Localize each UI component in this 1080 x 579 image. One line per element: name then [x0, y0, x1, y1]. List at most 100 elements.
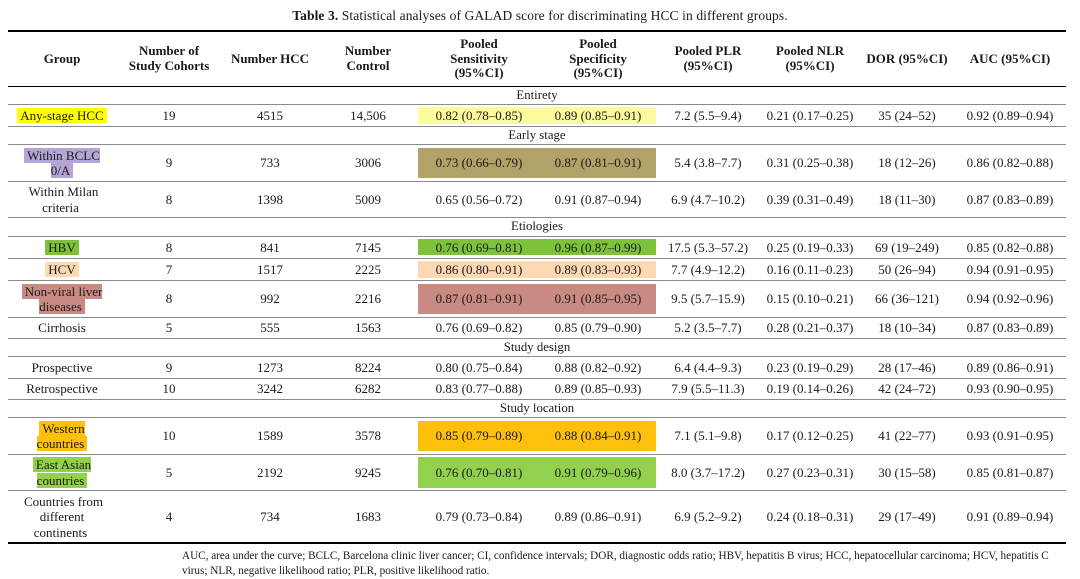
dor-cell: 69 (19–249)	[860, 236, 954, 259]
plr-cell: 7.7 (4.9–12.2)	[656, 258, 760, 282]
group-label: HCV	[45, 261, 79, 277]
col-header-number-hcc: Number HCC	[222, 31, 318, 87]
study-cohorts-cell: 9	[116, 356, 222, 379]
study-cohorts-cell: 10	[116, 417, 222, 455]
sensitivity-cell: 0.85 (0.79–0.89)	[418, 417, 540, 455]
plr-cell: 6.9 (4.7–10.2)	[656, 181, 760, 219]
control-count-cell: 1563	[318, 317, 418, 340]
nlr-cell: 0.15 (0.10–0.21)	[760, 280, 860, 318]
table-row: HCV 7 1517 2225 0.86 (0.80–0.91) 0.89 (0.83–0…	[8, 258, 1066, 282]
group-label: Within BCLC 0/A	[24, 147, 100, 178]
hcc-count-cell: 4515	[222, 104, 318, 128]
specificity-cell: 0.91 (0.87–0.94)	[540, 181, 656, 219]
stats-table-container: Group Number of Study Cohorts Number HCC…	[8, 30, 1066, 545]
study-cohorts-cell: 5	[116, 454, 222, 492]
hcc-count-cell: 733	[222, 144, 318, 182]
dor-cell: 35 (24–52)	[860, 104, 954, 128]
dor-cell: 50 (26–94)	[860, 258, 954, 282]
col-header-auc: AUC (95%CI)	[954, 31, 1066, 87]
study-cohorts-cell: 5	[116, 317, 222, 340]
specificity-cell: 0.89 (0.83–0.93)	[540, 258, 656, 282]
study-cohorts-cell: 4	[116, 490, 222, 544]
group-label: Prospective	[31, 359, 93, 375]
auc-cell: 0.93 (0.90–0.95)	[954, 378, 1066, 400]
group-cell: Any-stage HCC	[8, 104, 116, 128]
table-body: Entirety Any-stage HCC 19 4515 14,506 0.82 (0…	[8, 86, 1066, 544]
plr-cell: 7.2 (5.5–9.4)	[656, 104, 760, 128]
table-row: East Asian countries 5 2192 9245 0.76 (0.70–…	[8, 454, 1066, 492]
group-cell: Countries from different continents	[8, 490, 116, 544]
table-row: Western countries 10 1589 3578 0.85 (0.79–0.…	[8, 417, 1066, 455]
table-row: Countries from different continents 4 734 1…	[8, 490, 1066, 544]
hcc-count-cell: 1273	[222, 356, 318, 379]
sensitivity-cell: 0.80 (0.75–0.84)	[418, 356, 540, 379]
plr-cell: 7.1 (5.1–9.8)	[656, 417, 760, 455]
auc-cell: 0.91 (0.89–0.94)	[954, 490, 1066, 544]
section-header: Study design	[8, 338, 1066, 358]
study-cohorts-cell: 8	[116, 181, 222, 219]
sensitivity-cell: 0.87 (0.81–0.91)	[418, 280, 540, 318]
auc-cell: 0.87 (0.83–0.89)	[954, 181, 1066, 219]
group-cell: Non-viral liver diseases	[8, 280, 116, 318]
section-row: Study design	[8, 338, 1066, 358]
dor-cell: 18 (12–26)	[860, 144, 954, 182]
auc-cell: 0.89 (0.86–0.91)	[954, 356, 1066, 379]
hcc-count-cell: 555	[222, 317, 318, 340]
plr-cell: 17.5 (5.3–57.2)	[656, 236, 760, 259]
nlr-cell: 0.16 (0.11–0.23)	[760, 258, 860, 282]
control-count-cell: 8224	[318, 356, 418, 379]
sensitivity-cell: 0.82 (0.78–0.85)	[418, 104, 540, 128]
dor-cell: 28 (17–46)	[860, 356, 954, 379]
auc-cell: 0.87 (0.83–0.89)	[954, 317, 1066, 340]
group-label: Retrospective	[26, 381, 98, 397]
section-header: Early stage	[8, 126, 1066, 146]
group-label: Countries from different continents	[23, 493, 104, 540]
group-label: East Asian countries	[32, 457, 92, 488]
group-cell: Within BCLC 0/A	[8, 144, 116, 182]
auc-cell: 0.94 (0.91–0.95)	[954, 258, 1066, 282]
nlr-cell: 0.28 (0.21–0.37)	[760, 317, 860, 340]
col-header-study-cohorts: Number of Study Cohorts	[116, 31, 222, 87]
control-count-cell: 2225	[318, 258, 418, 282]
group-cell: Cirrhosis	[8, 317, 116, 340]
hcc-count-cell: 1589	[222, 417, 318, 455]
group-label: Any-stage HCC	[17, 107, 107, 123]
nlr-cell: 0.23 (0.19–0.29)	[760, 356, 860, 379]
hcc-count-cell: 2192	[222, 454, 318, 492]
group-cell: Western countries	[8, 417, 116, 455]
table-caption: Table 3. Statistical analyses of GALAD s…	[0, 0, 1080, 24]
col-header-dor: DOR (95%CI)	[860, 31, 954, 87]
header-row: Group Number of Study Cohorts Number HCC…	[8, 31, 1066, 87]
table-footnote: AUC, area under the curve; BCLC, Barcelo…	[182, 550, 1049, 578]
nlr-cell: 0.25 (0.19–0.33)	[760, 236, 860, 259]
study-cohorts-cell: 7	[116, 258, 222, 282]
sensitivity-cell: 0.83 (0.77–0.88)	[418, 378, 540, 400]
col-header-pooled-plr: Pooled PLR (95%CI)	[656, 31, 760, 87]
table-row: Cirrhosis 5 555 1563 0.76 (0.69–0.82) 0.85 (0…	[8, 317, 1066, 340]
control-count-cell: 3006	[318, 144, 418, 182]
group-label: Non-viral liver diseases	[21, 283, 103, 315]
nlr-cell: 0.39 (0.31–0.49)	[760, 181, 860, 219]
plr-cell: 5.2 (3.5–7.7)	[656, 317, 760, 340]
hcc-count-cell: 841	[222, 236, 318, 259]
group-label: HBV	[45, 239, 79, 255]
plr-cell: 8.0 (3.7–17.2)	[656, 454, 760, 492]
table-row: Within Milan criteria 8 1398 5009 0.65 (0.56…	[8, 181, 1066, 219]
specificity-cell: 0.96 (0.87–0.99)	[540, 236, 656, 259]
sensitivity-cell: 0.76 (0.70–0.81)	[418, 454, 540, 492]
sensitivity-cell: 0.76 (0.69–0.81)	[418, 236, 540, 259]
dor-cell: 30 (15–58)	[860, 454, 954, 492]
auc-cell: 0.94 (0.92–0.96)	[954, 280, 1066, 318]
control-count-cell: 2216	[318, 280, 418, 318]
control-count-cell: 3578	[318, 417, 418, 455]
control-count-cell: 6282	[318, 378, 418, 400]
group-cell: Retrospective	[8, 378, 116, 400]
dor-cell: 29 (17–49)	[860, 490, 954, 544]
plr-cell: 9.5 (5.7–15.9)	[656, 280, 760, 318]
plr-cell: 6.4 (4.4–9.3)	[656, 356, 760, 379]
group-cell: HBV	[8, 236, 116, 259]
sensitivity-cell: 0.65 (0.56–0.72)	[418, 181, 540, 219]
group-cell: Prospective	[8, 356, 116, 379]
col-header-pooled-specificity: Pooled Specificity (95%CI)	[540, 31, 656, 87]
nlr-cell: 0.19 (0.14–0.26)	[760, 378, 860, 400]
